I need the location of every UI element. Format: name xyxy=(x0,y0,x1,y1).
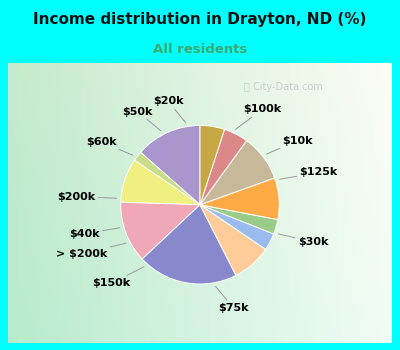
Wedge shape xyxy=(200,205,278,234)
Text: Income distribution in Drayton, ND (%): Income distribution in Drayton, ND (%) xyxy=(33,12,367,27)
Wedge shape xyxy=(200,141,274,205)
Text: ⓘ City-Data.com: ⓘ City-Data.com xyxy=(244,82,323,92)
Text: $125k: $125k xyxy=(280,167,338,179)
Text: $50k: $50k xyxy=(122,106,161,131)
Text: $40k: $40k xyxy=(69,228,120,239)
Wedge shape xyxy=(200,178,279,219)
Wedge shape xyxy=(142,205,236,284)
Wedge shape xyxy=(121,202,200,259)
Wedge shape xyxy=(140,126,200,205)
Text: $200k: $200k xyxy=(58,191,117,202)
Text: $60k: $60k xyxy=(86,137,133,155)
Text: $75k: $75k xyxy=(216,287,248,313)
Text: $20k: $20k xyxy=(153,96,186,123)
Text: $30k: $30k xyxy=(278,234,328,247)
Wedge shape xyxy=(134,152,200,205)
Text: $10k: $10k xyxy=(266,135,313,154)
Text: $100k: $100k xyxy=(236,104,281,130)
Text: > $200k: > $200k xyxy=(56,243,126,259)
Wedge shape xyxy=(121,160,200,205)
Wedge shape xyxy=(200,205,274,249)
Wedge shape xyxy=(200,130,246,205)
Wedge shape xyxy=(200,126,224,205)
Wedge shape xyxy=(200,205,266,275)
Text: $150k: $150k xyxy=(93,267,144,288)
Text: All residents: All residents xyxy=(153,43,247,56)
